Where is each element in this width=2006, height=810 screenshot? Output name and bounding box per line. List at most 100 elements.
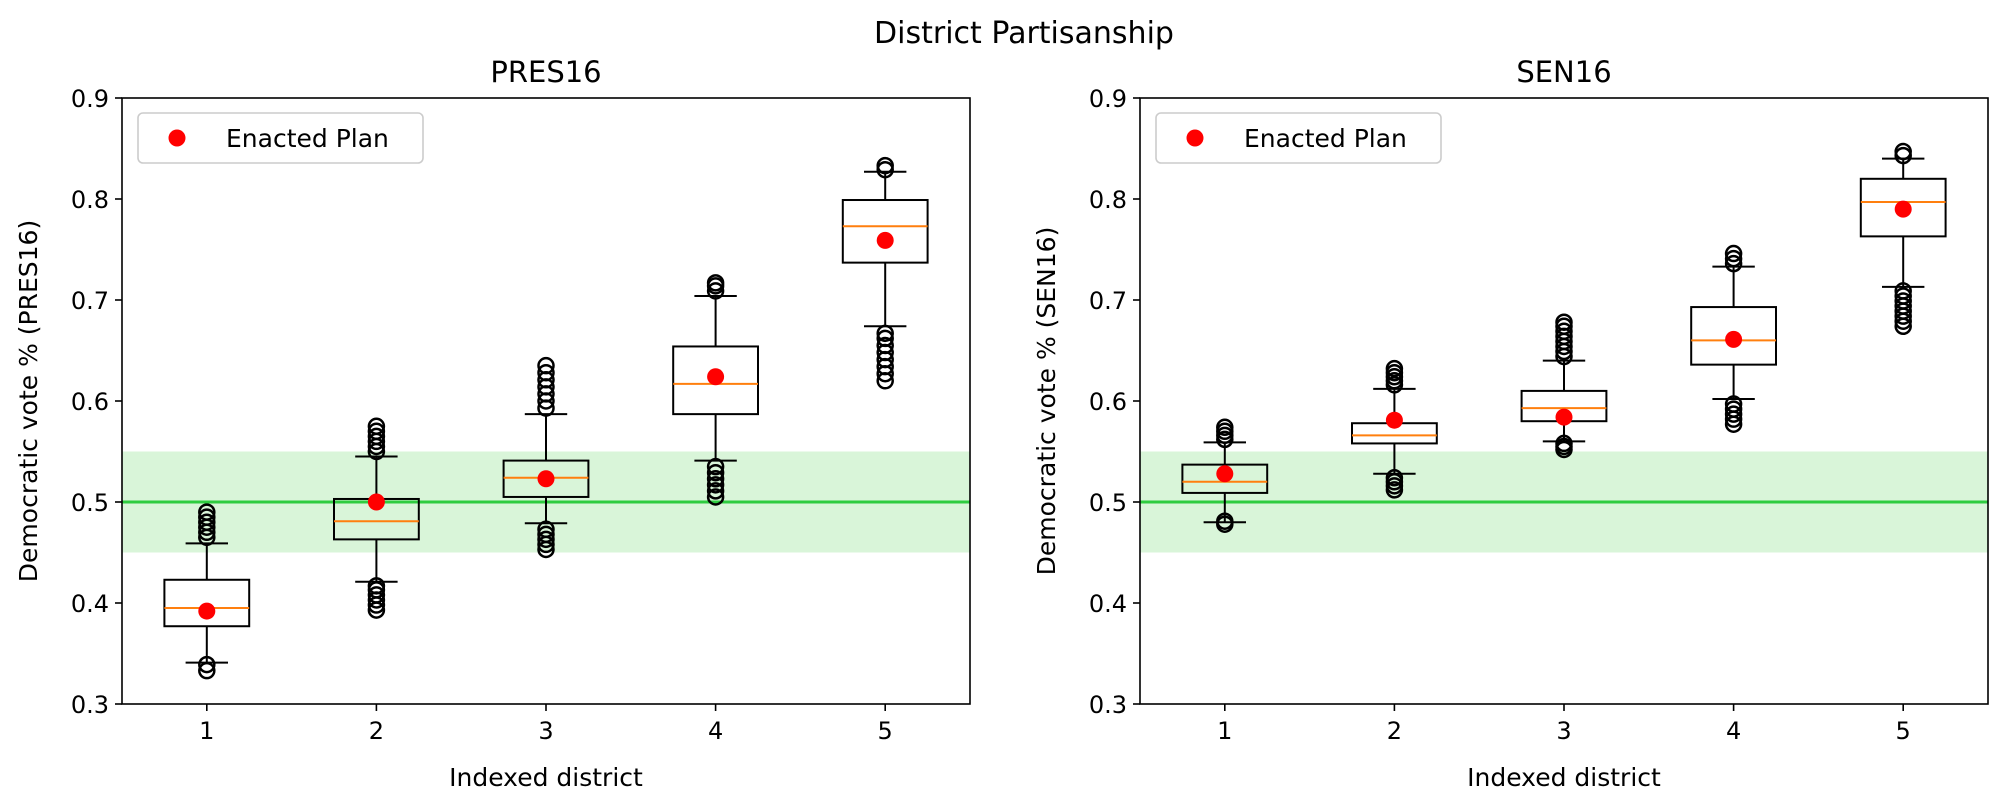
x-tick-label: 3 bbox=[1556, 717, 1571, 745]
y-tick-label: 0.5 bbox=[71, 489, 109, 517]
legend: Enacted Plan bbox=[137, 112, 424, 164]
enacted-plan-point bbox=[1216, 465, 1234, 483]
outlier-point bbox=[1555, 434, 1573, 453]
enacted-plan-point bbox=[1555, 408, 1573, 426]
y-tick-label: 0.8 bbox=[1089, 186, 1127, 214]
panel-sen16: 0.3 0.4 0.5 0.6 0.7 0.8 0.9 1 2 3 4 5 SEN16 Indexed d… bbox=[1032, 55, 1989, 792]
outlier-point bbox=[1724, 249, 1743, 268]
enacted-plan-point bbox=[1725, 330, 1743, 348]
outlier-point bbox=[1724, 395, 1743, 413]
outlier-point bbox=[706, 482, 725, 500]
x-tick-label: 5 bbox=[1896, 717, 1911, 745]
y-tick-label: 0.5 bbox=[1089, 489, 1127, 517]
outlier-point bbox=[1724, 400, 1743, 418]
chart-title: PRES16 bbox=[490, 55, 601, 89]
outlier-point bbox=[198, 508, 216, 526]
outlier-point bbox=[367, 427, 386, 446]
x-tick-label: 5 bbox=[878, 717, 893, 745]
legend-label: Enacted Plan bbox=[226, 124, 389, 153]
x-axis-label: Indexed district bbox=[1467, 763, 1661, 792]
y-tick-label: 0.4 bbox=[1089, 590, 1127, 618]
x-tick-label: 1 bbox=[199, 717, 214, 745]
y-tick-label: 0.9 bbox=[1089, 85, 1127, 113]
y-axis-label: Democratic vote % (PRES16) bbox=[14, 220, 43, 582]
outlier-point bbox=[706, 282, 725, 300]
y-tick-label: 0.9 bbox=[71, 85, 109, 113]
outlier-point bbox=[198, 655, 216, 674]
enacted-plan-point bbox=[537, 470, 555, 488]
outlier-point bbox=[1894, 287, 1912, 305]
panel-pres16: 0.3 0.4 0.5 0.6 0.7 0.8 0.9 1 2 3 4 5 PRES16 Indexed … bbox=[14, 55, 971, 792]
x-tick-label: 2 bbox=[369, 717, 384, 745]
y-tick-label: 0.3 bbox=[1089, 691, 1127, 719]
legend-label: Enacted Plan bbox=[1244, 124, 1407, 153]
enacted-plan-point bbox=[707, 368, 725, 386]
box-iqr bbox=[1181, 463, 1269, 494]
outlier-point bbox=[1216, 418, 1234, 437]
outlier-point bbox=[1894, 142, 1912, 161]
outlier-point bbox=[706, 476, 725, 494]
legend-marker bbox=[1186, 129, 1204, 147]
y-tick-label: 0.6 bbox=[71, 388, 109, 416]
box-district-5 bbox=[1859, 142, 1947, 336]
y-tick-label: 0.7 bbox=[1089, 287, 1127, 315]
legend: Enacted Plan bbox=[1155, 112, 1442, 164]
enacted-plan-point bbox=[1385, 411, 1403, 429]
outlier-point bbox=[367, 586, 386, 604]
outlier-point bbox=[1555, 313, 1573, 331]
outlier-point bbox=[1894, 282, 1912, 300]
outlier-point bbox=[1724, 405, 1743, 423]
x-tick-label: 3 bbox=[538, 717, 553, 745]
box-iqr bbox=[1690, 306, 1777, 366]
y-tick-label: 0.7 bbox=[71, 287, 109, 315]
outlier-point bbox=[1724, 244, 1743, 263]
outlier-point bbox=[367, 422, 386, 441]
outlier-point bbox=[367, 417, 386, 435]
outlier-point bbox=[1894, 292, 1912, 310]
outlier-point bbox=[706, 457, 725, 476]
outlier-point bbox=[537, 356, 555, 375]
box-iqr bbox=[1859, 177, 1947, 238]
outlier-point bbox=[198, 513, 216, 531]
box-iqr bbox=[841, 199, 929, 264]
y-tick-label: 0.6 bbox=[1089, 388, 1127, 416]
outlier-point bbox=[1385, 359, 1404, 378]
y-axis-label: Democratic vote % (SEN16) bbox=[1032, 227, 1061, 576]
enacted-plan-point bbox=[367, 493, 385, 511]
box-district-3 bbox=[1520, 313, 1608, 459]
figure-suptitle: District Partisanship bbox=[874, 16, 1174, 51]
legend-box bbox=[137, 112, 424, 164]
outlier-point bbox=[1555, 322, 1573, 341]
y-tick-label: 0.4 bbox=[71, 590, 109, 618]
box-iqr bbox=[672, 345, 760, 416]
outlier-point bbox=[1216, 512, 1234, 530]
outlier-point bbox=[198, 503, 216, 521]
outlier-point bbox=[876, 329, 894, 348]
outlier-point bbox=[876, 156, 894, 175]
box-district-5 bbox=[841, 156, 929, 390]
outlier-point bbox=[537, 530, 555, 549]
x-tick-label: 2 bbox=[1387, 717, 1402, 745]
y-tick-label: 0.3 bbox=[71, 691, 109, 719]
outlier-point bbox=[367, 577, 386, 595]
outlier-point bbox=[537, 525, 555, 544]
x-tick-label: 4 bbox=[708, 717, 723, 745]
legend-marker bbox=[168, 129, 186, 147]
outlier-point bbox=[876, 336, 894, 355]
box-iqr bbox=[502, 459, 590, 498]
x-axis-label: Indexed district bbox=[449, 763, 643, 792]
outlier-point bbox=[1385, 469, 1404, 487]
outlier-point bbox=[1724, 254, 1743, 273]
enacted-plan-point bbox=[1894, 200, 1912, 218]
outlier-point bbox=[537, 520, 555, 539]
enacted-plan-point bbox=[198, 602, 216, 620]
x-tick-label: 4 bbox=[1726, 717, 1741, 745]
outlier-point bbox=[876, 324, 894, 343]
outlier-point bbox=[706, 488, 725, 506]
outlier-point bbox=[706, 470, 725, 488]
legend-box bbox=[1155, 112, 1442, 164]
outlier-point bbox=[706, 463, 725, 482]
outlier-point bbox=[706, 274, 725, 292]
outlier-point bbox=[537, 363, 555, 382]
